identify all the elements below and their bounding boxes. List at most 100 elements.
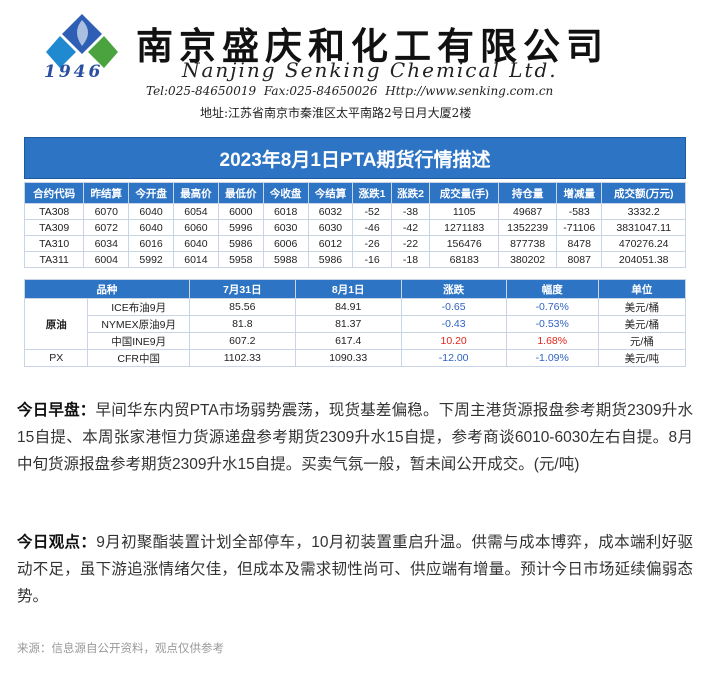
table-cell: -0.65 (400, 298, 507, 316)
col-header: 最高价 (173, 182, 219, 204)
table-row: PX CFR中国 1102.33 1090.33 -12.00 -1.09% 美… (23, 349, 687, 367)
table-cell: -22 (390, 235, 431, 252)
table-cell: -0.43 (400, 315, 507, 333)
table-row: TA309 6072 6040 6060 5996 6030 6030 -46 … (23, 219, 686, 236)
table-cell: 6054 (173, 203, 219, 220)
report-title-bar: 2023年8月1日PTA期货行情描述 (24, 137, 686, 179)
table-cell: TA309 (23, 219, 85, 236)
table-cell: 1102.33 (188, 349, 296, 367)
table-cell: 6012 (307, 235, 354, 252)
col-header: 今收盘 (262, 182, 309, 204)
crude-px-table: 品种 7月31日 8月1日 涨跌 幅度 单位 原油 ICE布油9月 85.56 … (23, 279, 687, 367)
table-cell: 6006 (262, 235, 309, 252)
table-cell: ICE布油9月 (87, 298, 190, 316)
table-cell: -583 (556, 203, 603, 220)
table-cell: -12.00 (400, 349, 507, 367)
view-paragraph: 今日观点：9月初聚酯装置计划全部停车，10月初装置重启升温。供需与成本博弈，成本… (17, 529, 693, 610)
table-cell: 6040 (173, 235, 219, 252)
company-name-cn: 南京盛庆和化工有限公司 (136, 24, 609, 68)
table-cell: 6040 (128, 219, 175, 236)
table-cell: -42 (390, 219, 431, 236)
table-cell: -38 (390, 203, 431, 220)
table-cell: TA310 (23, 235, 85, 252)
futures-header-row: 合约代码 昨结算 今开盘 最高价 最低价 今收盘 今结算 涨跌1 涨跌2 成交量… (23, 182, 686, 204)
table-cell: NYMEX原油9月 (87, 315, 190, 333)
col-header: 涨跌1 (352, 182, 392, 204)
col-header: 涨跌 (400, 279, 507, 299)
table-cell: 5986 (307, 251, 354, 268)
table-cell: 10.20 (400, 332, 507, 350)
col-header: 7月31日 (188, 279, 296, 299)
morning-paragraph: 今日早盘：早间华东内贸PTA市场弱势震荡，现货基差偏稳。下周主港货源报盘参考期货… (17, 397, 693, 478)
category-crude: 原油 (23, 298, 89, 350)
table-row: 原油 ICE布油9月 85.56 84.91 -0.65 -0.76% 美元/桶 (23, 298, 687, 350)
logo-year: 1946 (44, 62, 104, 82)
table-cell: 6018 (262, 203, 309, 220)
table-cell: -1.09% (505, 349, 599, 367)
table-cell: 8478 (556, 235, 603, 252)
prices-header-row: 品种 7月31日 8月1日 涨跌 幅度 单位 (24, 279, 687, 299)
table-row: TA308 6070 6040 6054 6000 6018 6032 -52 … (23, 203, 686, 220)
col-header: 增减量 (556, 182, 603, 204)
table-cell: 美元/桶 (597, 315, 687, 333)
futures-table: 合约代码 昨结算 今开盘 最高价 最低价 今收盘 今结算 涨跌1 涨跌2 成交量… (23, 182, 686, 268)
table-cell: 5996 (217, 219, 264, 236)
source-note: 来源：信息源自公开资料，观点仅供参考 (17, 643, 224, 655)
table-cell: 204051.38 (601, 251, 686, 268)
col-header: 合约代码 (23, 182, 85, 204)
col-header: 今开盘 (128, 182, 175, 204)
address-line: 地址:江苏省南京市秦淮区太平南路2号日月大厦2楼 (200, 106, 472, 120)
morning-label: 今日早盘： (17, 402, 96, 419)
table-cell: 美元/吨 (597, 349, 687, 367)
table-cell: 877738 (498, 235, 558, 252)
table-cell: 68183 (429, 251, 500, 268)
table-cell: 380202 (498, 251, 558, 268)
table-cell: 1271183 (429, 219, 500, 236)
company-name-en: Nanjing Senking Chemical Ltd. (182, 58, 558, 82)
table-cell: CFR中国 (87, 349, 190, 367)
view-label: 今日观点： (17, 534, 97, 551)
table-cell: TA311 (23, 251, 85, 268)
contact-line: Tel:025-84650019 Fax:025-84650026 Http:/… (146, 84, 554, 98)
table-cell: 6030 (307, 219, 354, 236)
col-header: 幅度 (505, 279, 599, 299)
table-cell: 5992 (128, 251, 175, 268)
report-title: 2023年8月1日PTA期货行情描述 (219, 149, 491, 171)
table-cell: 156476 (429, 235, 500, 252)
table-cell: -71106 (556, 219, 603, 236)
table-cell: 5988 (262, 251, 309, 268)
table-cell: -46 (352, 219, 392, 236)
col-header: 涨跌2 (390, 182, 431, 204)
table-cell: 6070 (83, 203, 130, 220)
table-cell: 元/桶 (597, 332, 687, 350)
table-cell: 49687 (498, 203, 558, 220)
view-text: 9月初聚酯装置计划全部停车，10月初装置重启升温。供需与成本博弈，成本端利好驱动… (17, 534, 693, 605)
table-cell: 6072 (83, 219, 130, 236)
table-cell: 6040 (128, 203, 175, 220)
table-cell: 617.4 (294, 332, 402, 350)
letterhead: 1946 南京盛庆和化工有限公司 Nanjing Senking Chemica… (0, 0, 708, 130)
col-header: 昨结算 (83, 182, 130, 204)
col-header: 成交量(手) (429, 182, 500, 204)
category-px: PX (23, 349, 89, 367)
table-cell: 1090.33 (294, 349, 402, 367)
table-cell: 81.8 (188, 315, 296, 333)
table-cell: 5986 (217, 235, 264, 252)
table-cell: 8087 (556, 251, 603, 268)
table-cell: 470276.24 (601, 235, 686, 252)
table-cell: -52 (352, 203, 392, 220)
col-header: 最低价 (217, 182, 264, 204)
col-header: 单位 (597, 279, 687, 299)
table-cell: 607.2 (188, 332, 296, 350)
col-header: 今结算 (307, 182, 354, 204)
table-cell: -18 (390, 251, 431, 268)
table-cell: 3831047.11 (601, 219, 686, 236)
table-cell: -0.76% (505, 298, 599, 316)
table-cell: 84.91 (294, 298, 402, 316)
col-header: 品种 (24, 279, 190, 299)
table-cell: 1.68% (505, 332, 599, 350)
table-cell: 3332.2 (601, 203, 686, 220)
table-cell: 中国INE9月 (87, 332, 190, 350)
morning-text: 早间华东内贸PTA市场弱势震荡，现货基差偏稳。下周主港货源报盘参考期货2309升… (17, 402, 693, 473)
table-cell: 1352239 (498, 219, 558, 236)
